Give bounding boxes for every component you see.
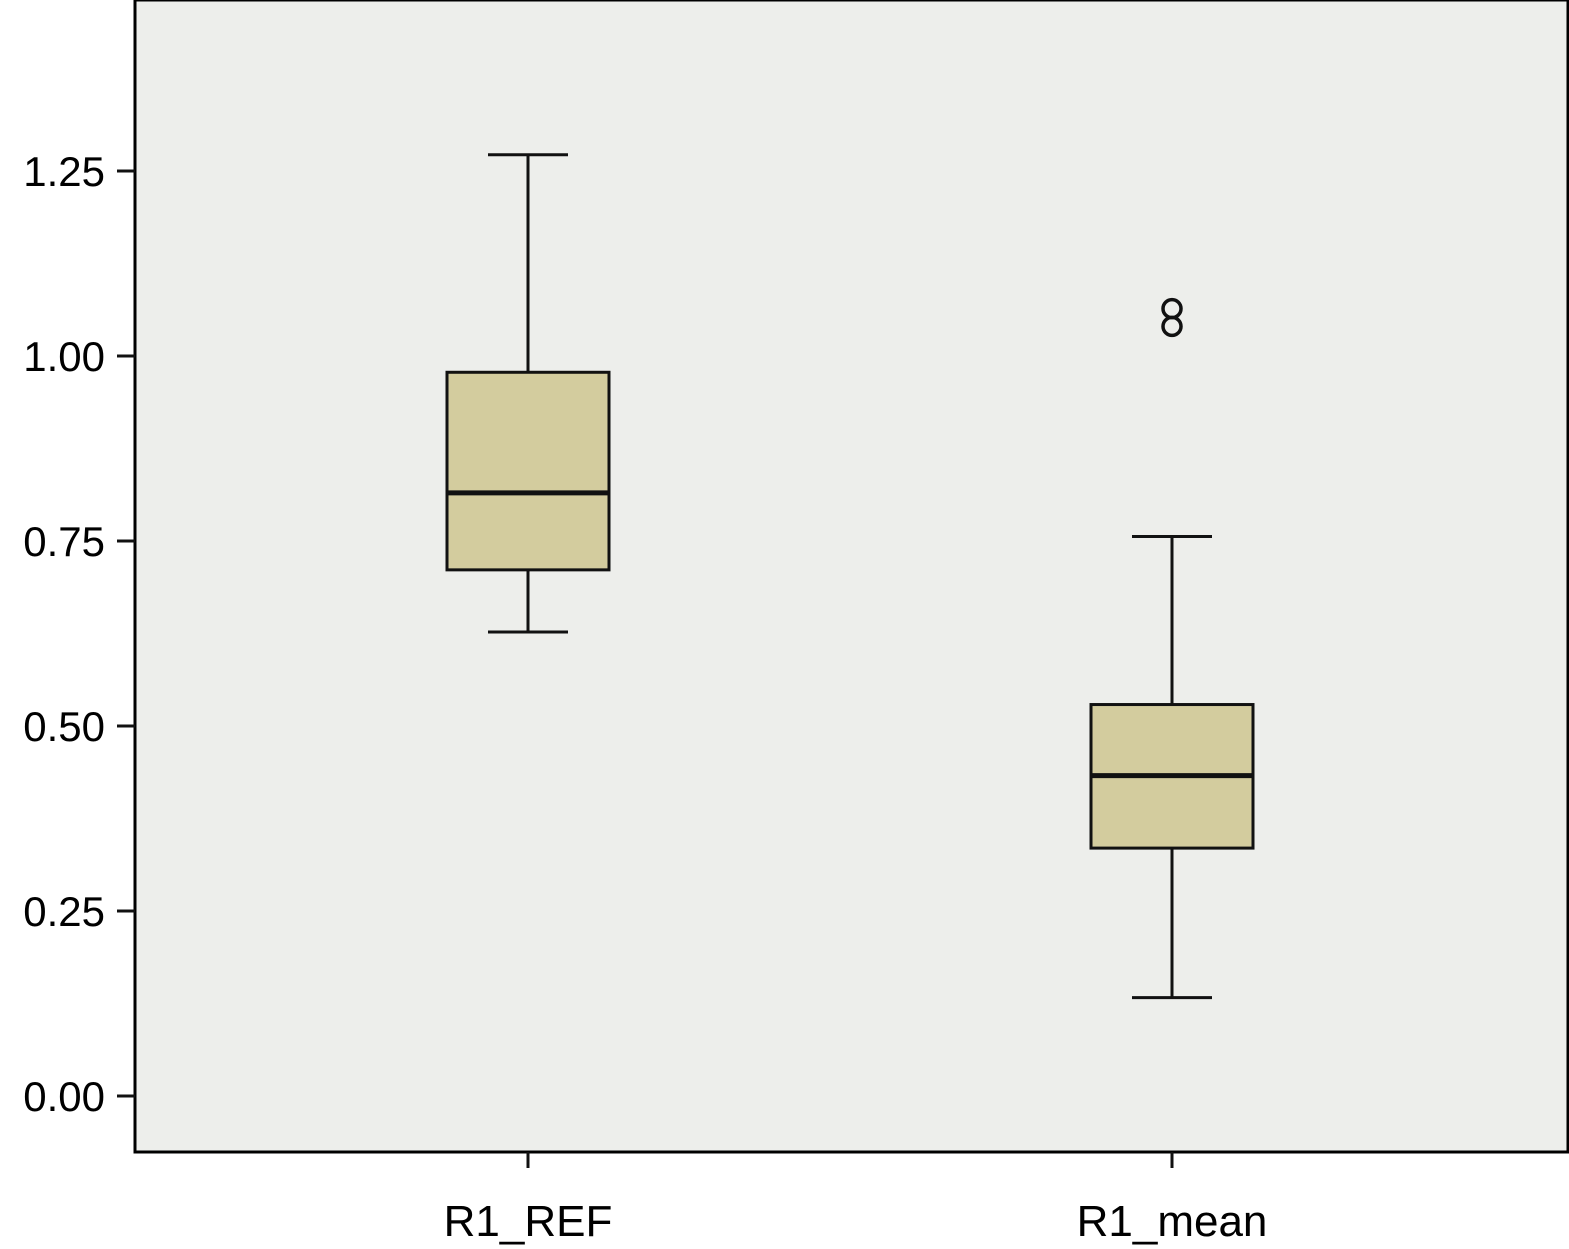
y-tick-label: 0.00 (23, 1073, 105, 1120)
y-tick-label: 0.25 (23, 888, 105, 935)
x-axis: R1_REF R1_mean (444, 1152, 1268, 1246)
y-tick-label: 1.25 (23, 148, 105, 195)
y-tick-label: 0.50 (23, 703, 105, 750)
boxes-layer (445, 153, 1255, 1000)
x-category-label: R1_mean (1077, 1197, 1268, 1246)
box-r1-ref (445, 153, 611, 634)
y-tick-label: 1.00 (23, 333, 105, 380)
y-axis: 0.00 0.25 0.50 0.75 1.00 1.25 (23, 148, 135, 1120)
plot-area (133, 0, 1569, 1154)
iqr-box (445, 370, 611, 572)
outlier-point (1161, 315, 1183, 338)
x-category-label: R1_REF (444, 1197, 613, 1246)
box-r1-mean (1089, 297, 1255, 1000)
y-tick-label: 0.75 (23, 518, 105, 565)
